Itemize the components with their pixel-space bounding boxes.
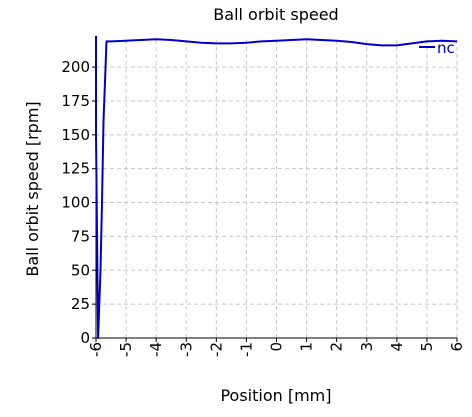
x-tick-label: -3 [177, 342, 195, 357]
x-tick-label: 5 [418, 342, 436, 352]
x-tick-label: -1 [237, 342, 255, 357]
y-tick-label: 75 [71, 227, 90, 245]
y-tick-label: 25 [71, 295, 90, 313]
y-tick-label: 175 [61, 92, 90, 110]
plot-area [95, 35, 458, 339]
y-tick-label: 125 [61, 160, 90, 178]
y-tick-label: 50 [71, 261, 90, 279]
y-axis-label: Ball orbit speed [rpm] [23, 101, 42, 276]
x-tick-label: -2 [207, 342, 225, 357]
x-axis-label: Position [mm] [220, 386, 331, 405]
series-line [95, 35, 458, 339]
x-tick-label: 4 [388, 342, 406, 352]
x-tick-label: 6 [448, 342, 466, 352]
x-tick-label: -4 [147, 342, 165, 357]
x-tick-label: -5 [117, 342, 135, 357]
axes: 0 25 50 75 100 125 150 175 200 -6 -5 -4 -3 -2 -1 0 1 2 3 4 5… [61, 40, 466, 357]
x-tick-label: 1 [298, 342, 316, 352]
chart-title: Ball orbit speed [213, 5, 338, 24]
x-tick-label: 2 [328, 342, 346, 352]
y-tick-label: 200 [61, 58, 90, 76]
legend-label: nc [437, 39, 455, 57]
x-tick-label: -6 [87, 342, 105, 357]
y-tick-label: 100 [61, 194, 90, 212]
y-tick-label: 150 [61, 126, 90, 144]
x-tick-label: 0 [268, 342, 286, 352]
x-tick-label: 3 [358, 342, 376, 352]
y-tick-label: 0 [80, 329, 90, 347]
legend: nc [419, 39, 455, 57]
grid [96, 40, 458, 338]
